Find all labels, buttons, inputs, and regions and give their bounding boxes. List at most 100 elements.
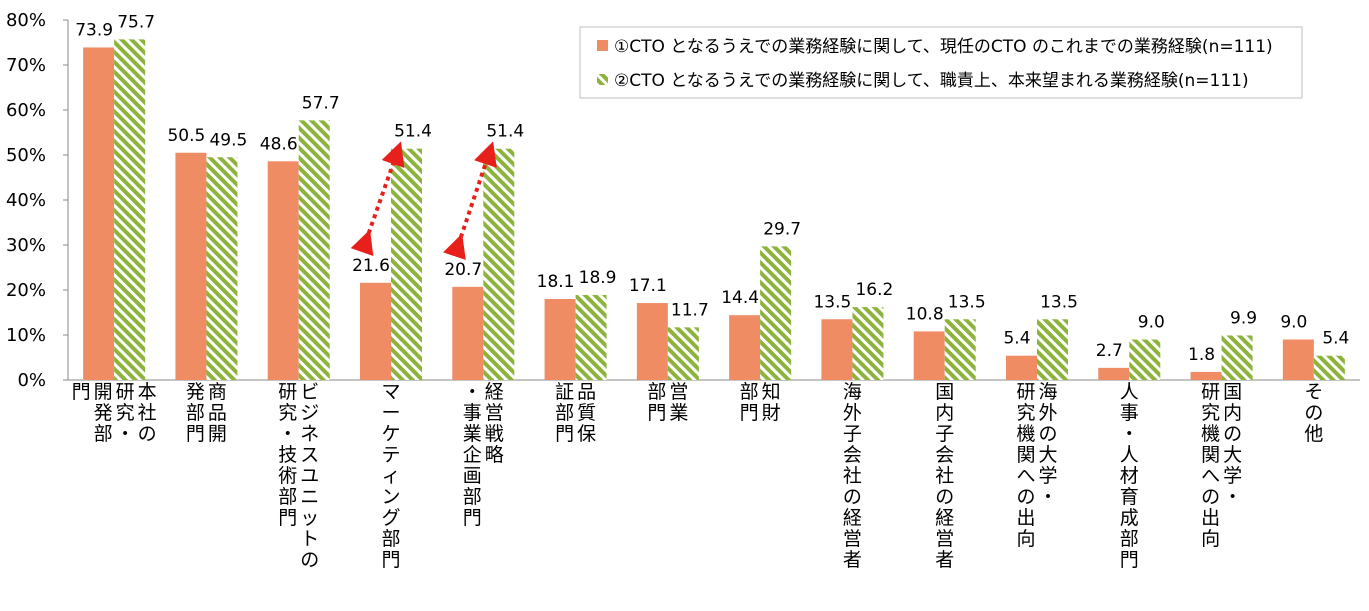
y-tick-label: 50% <box>6 145 46 166</box>
data-label-series2: 13.5 <box>1040 292 1078 312</box>
category-label-char: 関 <box>1016 444 1035 466</box>
category-label-char: 海 <box>1038 381 1057 403</box>
category-label-char: 知 <box>762 381 781 403</box>
data-label-series2: 57.7 <box>302 93 340 113</box>
bar-series1 <box>1190 371 1222 380</box>
legend-label-1: ①CTO となるうえでの業務経験に関して、現任のCTO のこれまでの業務経験(n… <box>614 37 1273 57</box>
category-label-char: 事 <box>1120 402 1139 424</box>
category-label-char: の <box>1016 486 1035 508</box>
bar-series2 <box>1129 339 1161 380</box>
category-label-char: 部 <box>381 528 400 550</box>
data-labels: 73.9 75.7 50.5 49.5 48.6 57.7 21.6 51.4 20.7 51.4… <box>75 12 1349 365</box>
category-label-char: へ <box>1201 465 1220 487</box>
category-label-char: ・ <box>1120 423 1139 445</box>
category-label-char: 研 <box>1016 381 1035 403</box>
category-label-char: 人 <box>1120 444 1139 466</box>
category-label-char: ケ <box>381 423 400 445</box>
bar-series1 <box>729 315 761 380</box>
legend: ①CTO となるうえでの業務経験に関して、現任のCTO のこれまでの業務経験(n… <box>579 26 1303 99</box>
bar-series1 <box>636 303 668 380</box>
bar-series2 <box>1313 355 1345 380</box>
category-label-char: 育 <box>1120 486 1139 508</box>
category-label-char: 成 <box>1120 507 1139 529</box>
category-label-char: ン <box>381 486 400 508</box>
bar-series1 <box>1282 339 1314 380</box>
category-label-char: 社 <box>138 402 157 424</box>
bar-series2 <box>483 148 515 380</box>
category-label-char: 部 <box>463 486 482 508</box>
bar-series1 <box>452 286 484 380</box>
category-label-char: そ <box>1304 381 1323 403</box>
category-label-char: 子 <box>843 423 862 445</box>
category-label-char: 営 <box>935 528 954 550</box>
category-label-char: ニ <box>300 486 319 508</box>
bar-series1 <box>360 282 391 380</box>
category-label-char: ッ <box>300 507 319 529</box>
category-label-char: 究 <box>1016 402 1035 424</box>
category-label-char: の <box>300 549 319 571</box>
category-label-char: ビ <box>300 381 319 403</box>
annotations <box>350 141 497 261</box>
bar-series1 <box>544 299 576 380</box>
category-label-char: 部 <box>278 486 297 508</box>
category-label-char: 研 <box>1201 381 1220 403</box>
category-label-char: 材 <box>1120 465 1139 487</box>
category-label-char: 開 <box>208 423 227 445</box>
category-label-char: 技 <box>278 444 297 466</box>
y-tick-label: 20% <box>6 280 46 301</box>
category-label-char: の <box>935 486 954 508</box>
bar-series2 <box>852 307 884 380</box>
category-label-char: 部 <box>555 402 574 424</box>
category-label-char: ・ <box>1223 486 1242 508</box>
category-label-char: ー <box>381 402 400 424</box>
category-label-char: 国 <box>1223 381 1242 403</box>
data-label-series2: 9.9 <box>1230 308 1257 328</box>
category-label-char: 社 <box>843 465 862 487</box>
category-label-char: 門 <box>381 549 400 571</box>
data-label-series1: 17.1 <box>629 276 667 296</box>
category-label-char: 本 <box>138 381 157 403</box>
category-label-char: 保 <box>577 423 596 445</box>
category-label-char: 会 <box>843 444 862 466</box>
category-label-char: へ <box>1016 465 1035 487</box>
category-label-char: 戦 <box>485 423 504 445</box>
category-label-char: 業 <box>669 402 688 424</box>
data-label-series2: 18.9 <box>579 268 617 288</box>
data-label-series2: 5.4 <box>1322 329 1349 349</box>
category-label-char: 研 <box>278 381 297 403</box>
category-label-char: 企 <box>463 444 482 466</box>
bar-series1 <box>267 161 299 380</box>
bar-series2 <box>667 327 699 380</box>
category-label-char: 品 <box>577 381 596 403</box>
y-tick-label: 0% <box>17 370 46 391</box>
category-label-char: 海 <box>843 381 862 403</box>
bar-series2 <box>1037 319 1068 380</box>
category-label-char: 証 <box>555 381 574 403</box>
bar-series1 <box>1006 355 1037 380</box>
category-label-char: 会 <box>935 444 954 466</box>
category-label-char: 部 <box>94 423 113 445</box>
category-label-char: 事 <box>463 402 482 424</box>
data-label-series2: 9.0 <box>1138 313 1165 333</box>
category-label-char: 開 <box>94 381 113 403</box>
data-label-series2: 13.5 <box>948 292 986 312</box>
category-label-char: 門 <box>463 507 482 529</box>
category-label-char: 人 <box>1120 381 1139 403</box>
category-label-char: 略 <box>485 444 504 466</box>
category-label-char: 部 <box>1120 528 1139 550</box>
data-label-series2: 16.2 <box>855 280 893 300</box>
category-label-char: 内 <box>935 402 954 424</box>
category-label-char: グ <box>381 507 400 529</box>
bar-series2 <box>114 39 146 380</box>
category-label-char: マ <box>381 381 400 403</box>
category-label-char: 画 <box>463 465 482 487</box>
y-tick-label: 30% <box>6 235 46 256</box>
category-label-char: 機 <box>1201 423 1220 445</box>
bar-series2 <box>391 148 422 380</box>
y-tick-label: 40% <box>6 190 46 211</box>
category-label-char: 研 <box>116 381 135 403</box>
category-label-char: ト <box>300 528 319 550</box>
category-label-char: 営 <box>843 528 862 550</box>
data-label-series1: 10.8 <box>906 304 944 324</box>
